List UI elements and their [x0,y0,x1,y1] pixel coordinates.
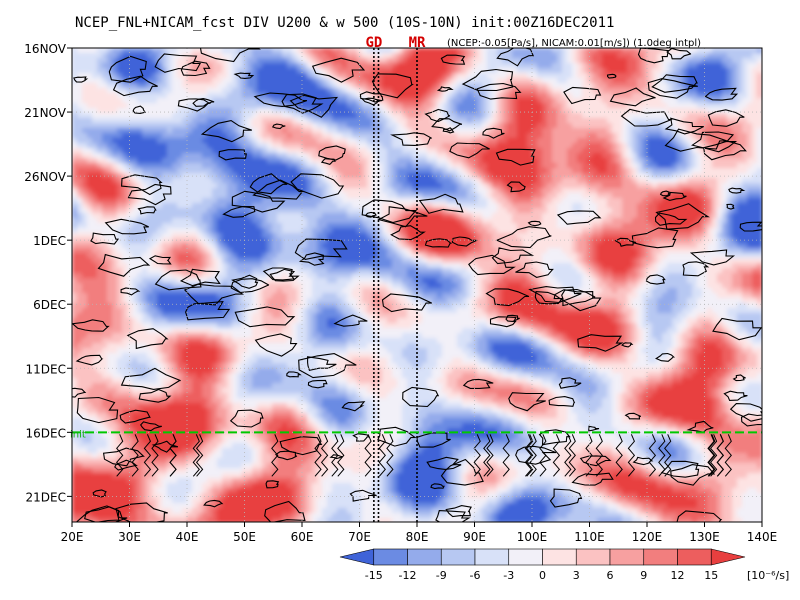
x-tick-label: 110E [574,530,605,544]
colorbar-label: -12 [399,569,417,582]
colorbar-unit: [10⁻⁶/s] [747,569,789,582]
colorbar-label: 0 [539,569,546,582]
y-tick-label: 6DEC [33,298,66,312]
x-tick-label: 70E [348,530,371,544]
colorbar-swatch [643,548,678,566]
y-tick-label: 21NOV [24,106,66,120]
x-tick-label: 60E [291,530,314,544]
y-tick-label: 11DEC [26,362,66,376]
chart-subtitle: (NCEP:-0.05[Pa/s], NICAM:0.01[m/s]) (1.0… [447,38,701,49]
x-tick-label: 140E [747,530,778,544]
y-tick-label: 21DEC [26,490,66,504]
y-tick-label: 16NOV [24,42,66,56]
colorbar-label: 15 [704,569,718,582]
colorbar-label: 12 [671,569,685,582]
colorbar-label: 6 [607,569,614,582]
x-axis: 20E 30E 40E 50E 60E 70E 80E 90E 100E 110E 120E 130E… [61,522,778,544]
x-tick-label: 30E [118,530,141,544]
x-tick-label: 20E [61,530,84,544]
marker-lines [373,48,418,522]
colorbar-swatch [440,548,476,566]
colorbar-swatch [677,548,712,566]
x-tick-label: 80E [406,530,429,544]
marker-label-mr: MR [409,35,426,51]
colorbar-label: 3 [573,569,580,582]
x-tick-label: 100E [517,530,548,544]
colorbar-swatch [339,548,375,566]
colorbar-label: -15 [365,569,383,582]
chart-title: NCEP_FNL+NICAM_fcst DIV U200 & w 500 (10… [75,15,614,31]
y-tick-label: 1DEC [33,234,66,248]
colorbar-swatch [508,548,543,566]
colorbar-swatch [407,548,442,566]
colorbar-swatch [710,548,746,566]
colorbar-label: -9 [436,569,447,582]
colorbar: -15 -12 -9 -6 -3 0 3 6 9 12 15 [10⁻⁶/s] [339,548,789,582]
init-line: init [70,429,762,440]
colorbar-label: -6 [470,569,481,582]
y-tick-label: 26NOV [24,170,66,184]
x-tick-label: 130E [689,530,720,544]
omega-contours [72,48,762,522]
colorbar-swatch [542,548,577,566]
y-axis: 16NOV 21NOV 26NOV 1DEC 6DEC 11DEC 16DEC 21DEC [24,42,72,504]
colorbar-swatch [373,548,408,566]
colorbar-swatch [609,548,645,566]
x-tick-label: 120E [632,530,663,544]
x-tick-label: 90E [463,530,486,544]
colorbar-swatch [575,548,611,566]
x-tick-label: 40E [176,530,199,544]
init-line-label: init [70,429,86,440]
colorbar-label: 9 [640,569,647,582]
colorbar-swatch [474,548,510,566]
marker-labels: GD MR [365,35,426,51]
x-tick-label: 50E [233,530,256,544]
colorbar-label: -3 [503,569,514,582]
marker-label-gd: GD [365,35,382,51]
y-tick-label: 16DEC [26,426,66,440]
